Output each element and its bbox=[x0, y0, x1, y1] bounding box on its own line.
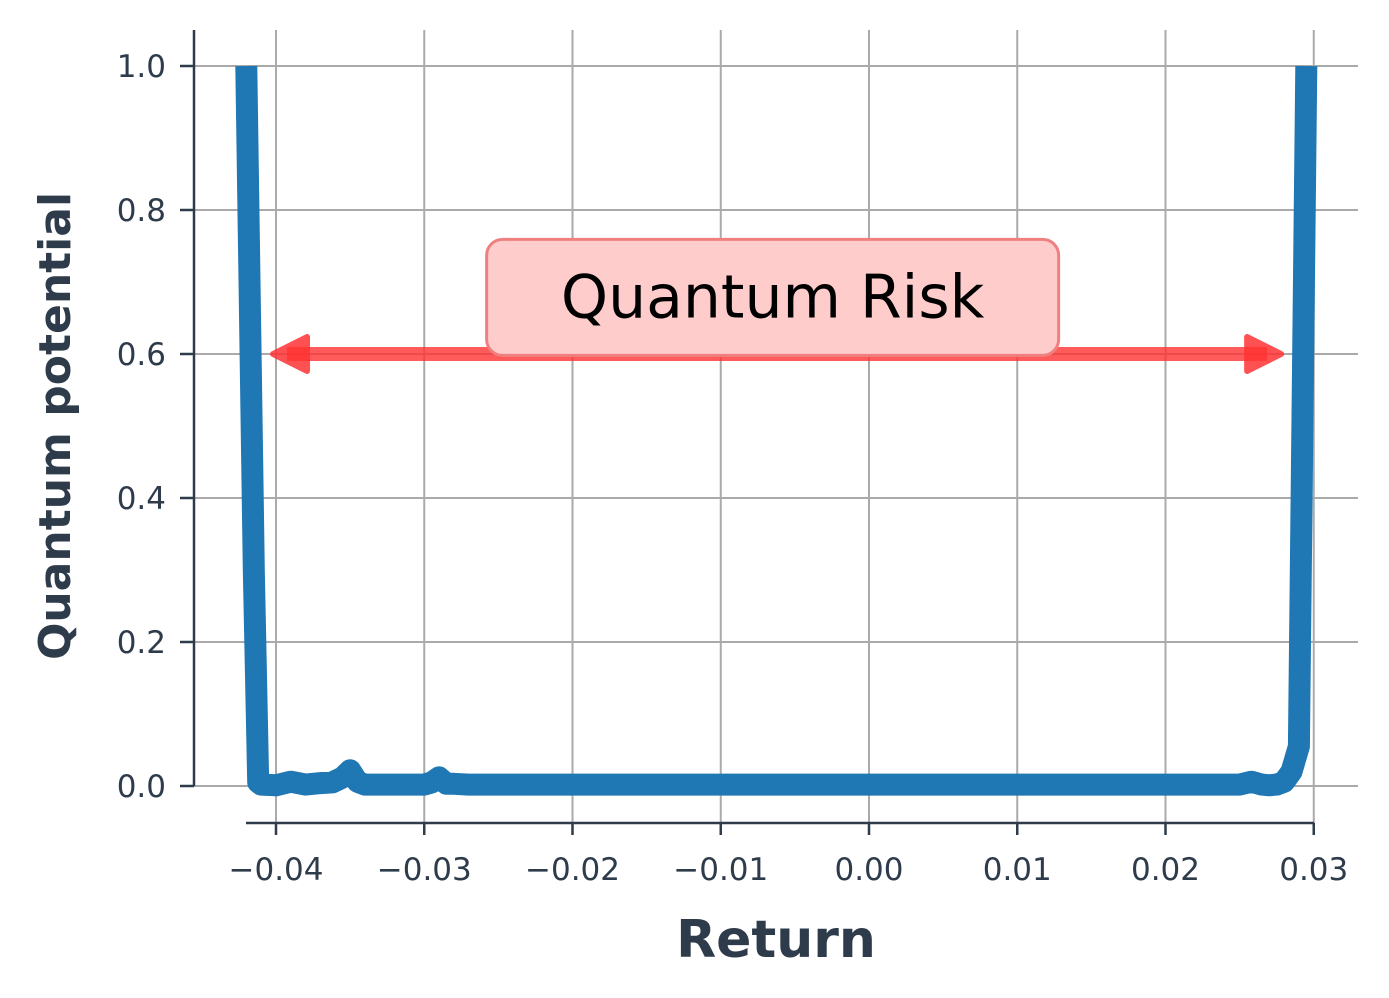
y-axis-label: Quantum potential bbox=[30, 192, 81, 660]
y-tick-label: 0.4 bbox=[117, 481, 166, 517]
annotation-label: Quantum Risk bbox=[561, 262, 985, 332]
x-tick-label: 0.02 bbox=[1131, 852, 1200, 888]
x-tick-label: −0.03 bbox=[377, 852, 472, 888]
y-tick-label: 1.0 bbox=[117, 49, 166, 85]
annotations: Quantum Risk bbox=[270, 237, 1285, 374]
series-group bbox=[235, 65, 1318, 797]
y-tick-label: 0.2 bbox=[117, 625, 166, 661]
grid-lines bbox=[194, 30, 1358, 823]
x-tick-label: 0.03 bbox=[1279, 852, 1348, 888]
annotation-box bbox=[485, 237, 1061, 357]
x-tick-label: −0.02 bbox=[525, 852, 620, 888]
y-tick-label: 0.8 bbox=[117, 193, 166, 229]
y-ticks: 0.0 0.2 0.4 0.6 0.8 1.0 bbox=[117, 49, 194, 805]
x-tick-label: −0.01 bbox=[673, 852, 768, 888]
arrow-head-right bbox=[1244, 334, 1285, 374]
x-ticks: −0.04 −0.03 −0.02 −0.01 0.00 0.01 0.02 0.03 bbox=[229, 823, 1348, 888]
arrow-head-left bbox=[270, 334, 311, 374]
y-tick-label: 0.6 bbox=[117, 337, 166, 373]
x-axis-label: Return bbox=[676, 910, 876, 970]
x-tick-label: −0.04 bbox=[229, 852, 324, 888]
y-tick-label: 0.0 bbox=[117, 769, 166, 805]
axes bbox=[192, 30, 1314, 825]
series-line bbox=[235, 65, 1318, 797]
x-tick-label: 0.00 bbox=[834, 852, 903, 888]
x-tick-label: 0.01 bbox=[983, 852, 1052, 888]
